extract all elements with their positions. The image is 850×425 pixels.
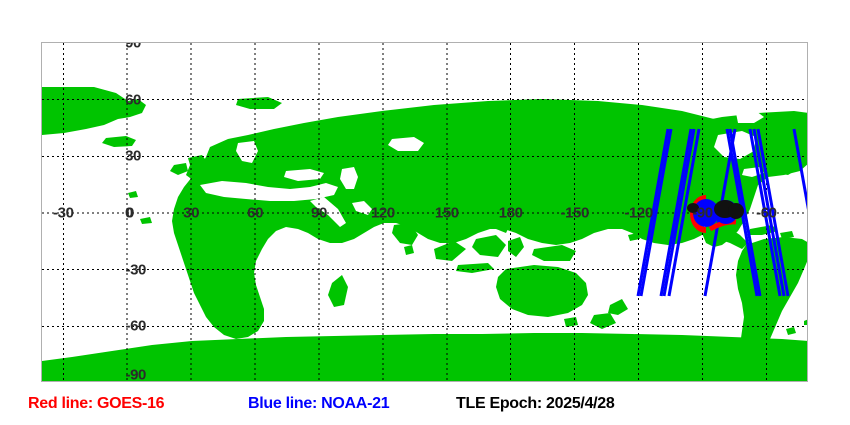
borneo (472, 235, 506, 257)
map-canvas (42, 43, 807, 381)
sri-lanka (404, 245, 414, 255)
greenland-west (42, 87, 146, 135)
new-guinea (532, 245, 576, 261)
lat-tick-m30: -30 (125, 261, 147, 279)
sumatra (434, 241, 466, 261)
noaa21-track-11 (756, 128, 790, 297)
sakhalin (528, 153, 538, 167)
lon-tick-150: 150 (434, 204, 459, 222)
satellite-marker-1 (687, 203, 699, 213)
noaa21-track-12 (792, 128, 807, 210)
lat-tick-60: 60 (125, 91, 141, 109)
canadian-arctic-gap (736, 111, 764, 123)
caspian-sea (340, 167, 358, 189)
persian-gulf (352, 201, 372, 215)
iceland (102, 136, 136, 147)
noaa21-track-9 (748, 128, 782, 297)
taiwan (494, 205, 504, 215)
lat-tick-0: 0 (126, 204, 134, 222)
lon-tick-0: 0 (125, 204, 133, 222)
australia (496, 265, 588, 317)
antarctica (42, 333, 807, 381)
noaa21-track-8 (728, 128, 762, 297)
hawaii (628, 233, 640, 241)
azores (128, 191, 138, 198)
falklands (786, 327, 796, 335)
lon-tick-120: 120 (370, 204, 395, 222)
lon-tick-m30: -30 (53, 204, 74, 222)
hudson-bay (714, 131, 756, 159)
legend: Red line: GOES-16 Blue line: NOAA-21 TLE… (0, 392, 850, 420)
lon-tick-m120: -120 (624, 204, 653, 222)
legend-noaa21: Blue line: NOAA-21 (248, 395, 390, 412)
lon-tick-30: 30 (183, 204, 200, 222)
philippines (494, 211, 512, 233)
noaa21-track-10 (752, 128, 786, 297)
madagascar (328, 275, 348, 307)
lon-tick-m150: -150 (560, 204, 589, 222)
legend-goes16: Red line: GOES-16 (28, 395, 165, 412)
antarctic-peninsula (748, 335, 764, 355)
kamchatka (542, 135, 560, 159)
baltic-sea (236, 141, 258, 163)
satellite-marker-3 (728, 203, 744, 219)
eurasia-africa (172, 99, 772, 339)
black-sea (284, 169, 324, 181)
lat-tick-90: 90 (125, 42, 141, 52)
lon-tick-90: 90 (311, 204, 327, 222)
noaa21-track-4 (662, 128, 696, 297)
lat-tick-30: 30 (125, 147, 141, 165)
india-tip (392, 223, 418, 245)
noaa21-track-1 (636, 128, 670, 297)
svalbard (236, 97, 282, 109)
noaa21-track-layer (636, 128, 807, 297)
canaries (140, 217, 152, 224)
hispaniola (780, 231, 794, 239)
java (456, 263, 494, 273)
central-america (714, 227, 748, 249)
lon-tick-60: 60 (247, 204, 264, 222)
ireland (170, 163, 188, 175)
newfoundland (776, 161, 798, 175)
lat-tick-m60: -60 (125, 317, 147, 335)
landmass-layer (42, 87, 807, 381)
sulawesi (508, 237, 524, 257)
mediterranean-sea (200, 181, 338, 201)
legend-tle-epoch: TLE Epoch: 2025/4/28 (456, 395, 615, 412)
noaa21-track-3 (659, 128, 693, 297)
lon-tick-m60: -60 (756, 204, 777, 222)
new-zealand-s (590, 313, 616, 329)
noaa21-track-5 (667, 128, 701, 297)
satellite-marker-layer (687, 200, 744, 219)
lon-tick-m90: -90 (692, 204, 713, 222)
world-map-plot: 90 60 30 0 -30 -60 -90 -30 0 30 60 90 12… (41, 42, 808, 382)
alaska-chukotka (558, 119, 662, 159)
indochina (442, 217, 466, 241)
noaa21-cluster-blob (693, 199, 719, 227)
new-zealand-n (608, 299, 628, 315)
lat-tick-m90: -90 (125, 366, 147, 382)
japan (520, 169, 540, 189)
hudson-like-gap (388, 137, 424, 151)
lon-tick-180: 180 (498, 204, 523, 222)
goes16-arc (690, 195, 707, 233)
south-georgia (804, 319, 807, 325)
north-america (636, 111, 807, 247)
tasmania (564, 317, 578, 327)
noaa21-track-2 (639, 128, 673, 297)
